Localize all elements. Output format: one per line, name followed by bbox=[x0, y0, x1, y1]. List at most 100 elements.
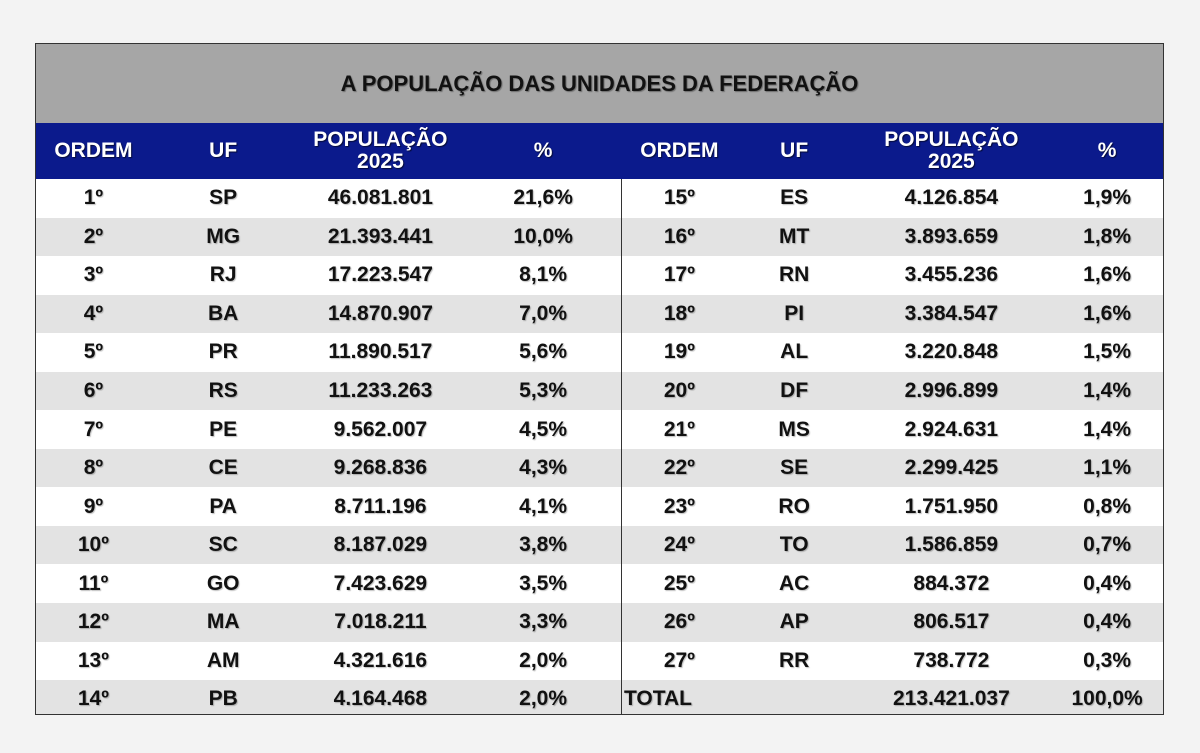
header-pct-right: % bbox=[1097, 139, 1117, 162]
cell-populacao: 806.517 bbox=[913, 610, 990, 634]
cell-pct: 3,8% bbox=[465, 525, 622, 565]
cell-uf: PI bbox=[784, 301, 805, 325]
table-row: 8º CE 9.268.836 4,3% 22º SE 2.299.425 1,1% bbox=[36, 448, 1163, 488]
cell-uf: MG bbox=[206, 224, 241, 248]
cell-ordem: 13º bbox=[77, 648, 109, 672]
cell-uf: PA bbox=[209, 494, 237, 518]
cell-uf: RR bbox=[778, 648, 810, 672]
cell-ordem: 23º bbox=[663, 494, 695, 518]
cell-pct: 4,5% bbox=[465, 410, 622, 449]
cell-populacao: 46.081.801 bbox=[327, 186, 433, 210]
cell-uf: AM bbox=[206, 648, 240, 672]
cell-populacao: 4.321.616 bbox=[333, 648, 428, 672]
table-header: ORDEM UF POPULAÇÃO 2025 % ORDEM UF POPUL… bbox=[36, 123, 1163, 179]
cell-pct: 3,3% bbox=[465, 603, 622, 642]
cell-populacao: 11.890.517 bbox=[328, 340, 433, 364]
cell-uf: BA bbox=[208, 301, 239, 325]
cell-populacao: 9.268.836 bbox=[333, 456, 428, 480]
table-row: 2º MG 21.393.441 10,0% 16º MT 3.893.659 1,8% bbox=[36, 217, 1163, 257]
cell-pct: 2,0% bbox=[465, 680, 622, 714]
cell-ordem: 11º bbox=[78, 571, 109, 595]
cell-populacao: 3.455.236 bbox=[904, 263, 999, 287]
cell-uf: CE bbox=[208, 456, 238, 480]
cell-populacao: 11.233.263 bbox=[328, 379, 433, 402]
cell-populacao: 7.423.629 bbox=[333, 571, 428, 595]
cell-uf bbox=[737, 680, 852, 714]
cell-uf: SE bbox=[780, 456, 809, 480]
header-uf: UF bbox=[209, 139, 238, 162]
table-row: 9º PA 8.711.196 4,1% 23º RO 1.751.950 0,8% bbox=[36, 487, 1163, 526]
cell-pct: 5,6% bbox=[465, 333, 622, 372]
header-populacao-right: POPULAÇÃO 2025 bbox=[852, 123, 1052, 179]
cell-ordem: 27º bbox=[663, 648, 695, 672]
cell-pct: 4,3% bbox=[465, 448, 622, 488]
cell-ordem: 8º bbox=[83, 456, 104, 480]
cell-pct: 1,1% bbox=[1083, 456, 1132, 480]
cell-uf: SC bbox=[208, 533, 238, 557]
cell-uf: RS bbox=[208, 379, 238, 402]
cell-ordem: 16º bbox=[663, 224, 695, 248]
table-row: 13º AM 4.321.616 2,0% 27º RR 738.772 0,3% bbox=[36, 641, 1163, 681]
cell-uf: AL bbox=[780, 340, 809, 364]
cell-pct: 1,6% bbox=[1083, 263, 1132, 287]
population-table: A POPULAÇÃO DAS UNIDADES DA FEDERAÇÃO OR… bbox=[35, 43, 1164, 715]
cell-pct: 5,3% bbox=[465, 371, 622, 411]
table-row: 4º BA 14.870.907 7,0% 18º PI 3.384.547 1,6% bbox=[36, 294, 1163, 334]
header-uf-right: UF bbox=[780, 139, 809, 162]
cell-pct: 1,6% bbox=[1083, 301, 1132, 325]
cell-uf: TO bbox=[779, 533, 809, 557]
cell-ordem: 17º bbox=[663, 263, 695, 287]
cell-uf: MT bbox=[779, 224, 810, 248]
cell-ordem: 20º bbox=[663, 379, 695, 402]
cell-populacao: 14.870.907 bbox=[327, 301, 433, 325]
cell-uf: RN bbox=[778, 263, 810, 287]
cell-pct: 1,8% bbox=[1083, 224, 1132, 248]
cell-populacao: 3.220.848 bbox=[904, 340, 999, 364]
cell-pct: 0,7% bbox=[1083, 533, 1132, 557]
cell-ordem: TOTAL bbox=[623, 687, 693, 711]
cell-uf: GO bbox=[206, 571, 240, 595]
header-populacao-line2: 2025 bbox=[357, 150, 404, 173]
cell-pct: 21,6% bbox=[465, 179, 622, 218]
cell-ordem: 1º bbox=[83, 186, 104, 210]
cell-populacao: 213.421.037 bbox=[892, 687, 1010, 711]
cell-ordem: 26º bbox=[663, 610, 695, 634]
table-row: 12º MA 7.018.211 3,3% 26º AP 806.517 0,4% bbox=[36, 603, 1163, 642]
cell-populacao: 2.299.425 bbox=[904, 456, 999, 480]
cell-pct: 10,0% bbox=[465, 217, 622, 257]
cell-ordem: 5º bbox=[83, 340, 104, 364]
header-populacao-right-line1: POPULAÇÃO bbox=[884, 128, 1019, 151]
cell-uf: AP bbox=[779, 610, 809, 634]
cell-uf: MA bbox=[206, 610, 240, 634]
cell-uf: RO bbox=[778, 494, 810, 518]
cell-pct: 0,8% bbox=[1083, 494, 1132, 518]
cell-populacao: 9.562.007 bbox=[333, 417, 428, 441]
table-row: 10º SC 8.187.029 3,8% 24º TO 1.586.859 0,7% bbox=[36, 525, 1163, 565]
header-populacao-right-line2: 2025 bbox=[928, 150, 975, 173]
cell-pct: 1,4% bbox=[1083, 379, 1132, 402]
table-row: 11º GO 7.423.629 3,5% 25º AC 884.372 0,4% bbox=[36, 564, 1163, 604]
cell-populacao: 7.018.211 bbox=[334, 610, 427, 634]
table-title: A POPULAÇÃO DAS UNIDADES DA FEDERAÇÃO bbox=[36, 44, 1163, 123]
cell-pct: 0,4% bbox=[1083, 571, 1132, 595]
cell-pct: 1,5% bbox=[1083, 340, 1132, 364]
cell-ordem: 18º bbox=[663, 301, 695, 325]
cell-uf: SP bbox=[209, 186, 238, 210]
cell-ordem: 10º bbox=[77, 533, 109, 557]
table-row: 6º RS 11.233.263 5,3% 20º DF 2.996.899 1,4% bbox=[36, 371, 1163, 411]
cell-ordem: 6º bbox=[83, 379, 104, 402]
cell-populacao: 8.711.196 bbox=[334, 494, 427, 518]
cell-ordem: 19º bbox=[663, 340, 695, 364]
cell-populacao: 738.772 bbox=[913, 648, 990, 672]
cell-uf: DF bbox=[780, 379, 809, 402]
cell-uf: PR bbox=[208, 340, 238, 364]
table-row: 1º SP 46.081.801 21,6% 15º ES 4.126.854 1,9% bbox=[36, 179, 1163, 218]
cell-populacao: 3.384.547 bbox=[904, 301, 999, 325]
cell-populacao: 4.126.854 bbox=[904, 186, 999, 210]
cell-ordem: 14º bbox=[77, 687, 109, 711]
header-ordem: ORDEM bbox=[54, 139, 133, 162]
cell-populacao: 17.223.547 bbox=[327, 263, 433, 287]
cell-pct: 0,4% bbox=[1083, 610, 1132, 634]
cell-pct: 2,0% bbox=[465, 641, 622, 681]
table-row: 14º PB 4.164.468 2,0% TOTAL 213.421.037 100,0% bbox=[36, 680, 1163, 714]
